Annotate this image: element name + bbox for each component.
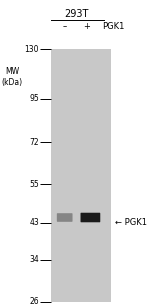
Text: +: + (83, 22, 90, 31)
Text: 72: 72 (29, 137, 39, 147)
Text: 43: 43 (29, 218, 39, 227)
Text: 293T: 293T (64, 9, 88, 19)
Text: 95: 95 (29, 94, 39, 103)
Text: 34: 34 (29, 255, 39, 264)
Text: 26: 26 (29, 297, 39, 306)
Bar (51, 49, 111, 302)
FancyBboxPatch shape (57, 213, 73, 222)
Text: ← PGK1: ← PGK1 (115, 218, 147, 227)
FancyBboxPatch shape (81, 213, 100, 222)
Text: MW
(kDa): MW (kDa) (1, 67, 22, 87)
Text: 55: 55 (29, 180, 39, 189)
Text: PGK1: PGK1 (103, 22, 125, 31)
Text: –: – (63, 22, 67, 31)
Text: 130: 130 (24, 45, 39, 54)
